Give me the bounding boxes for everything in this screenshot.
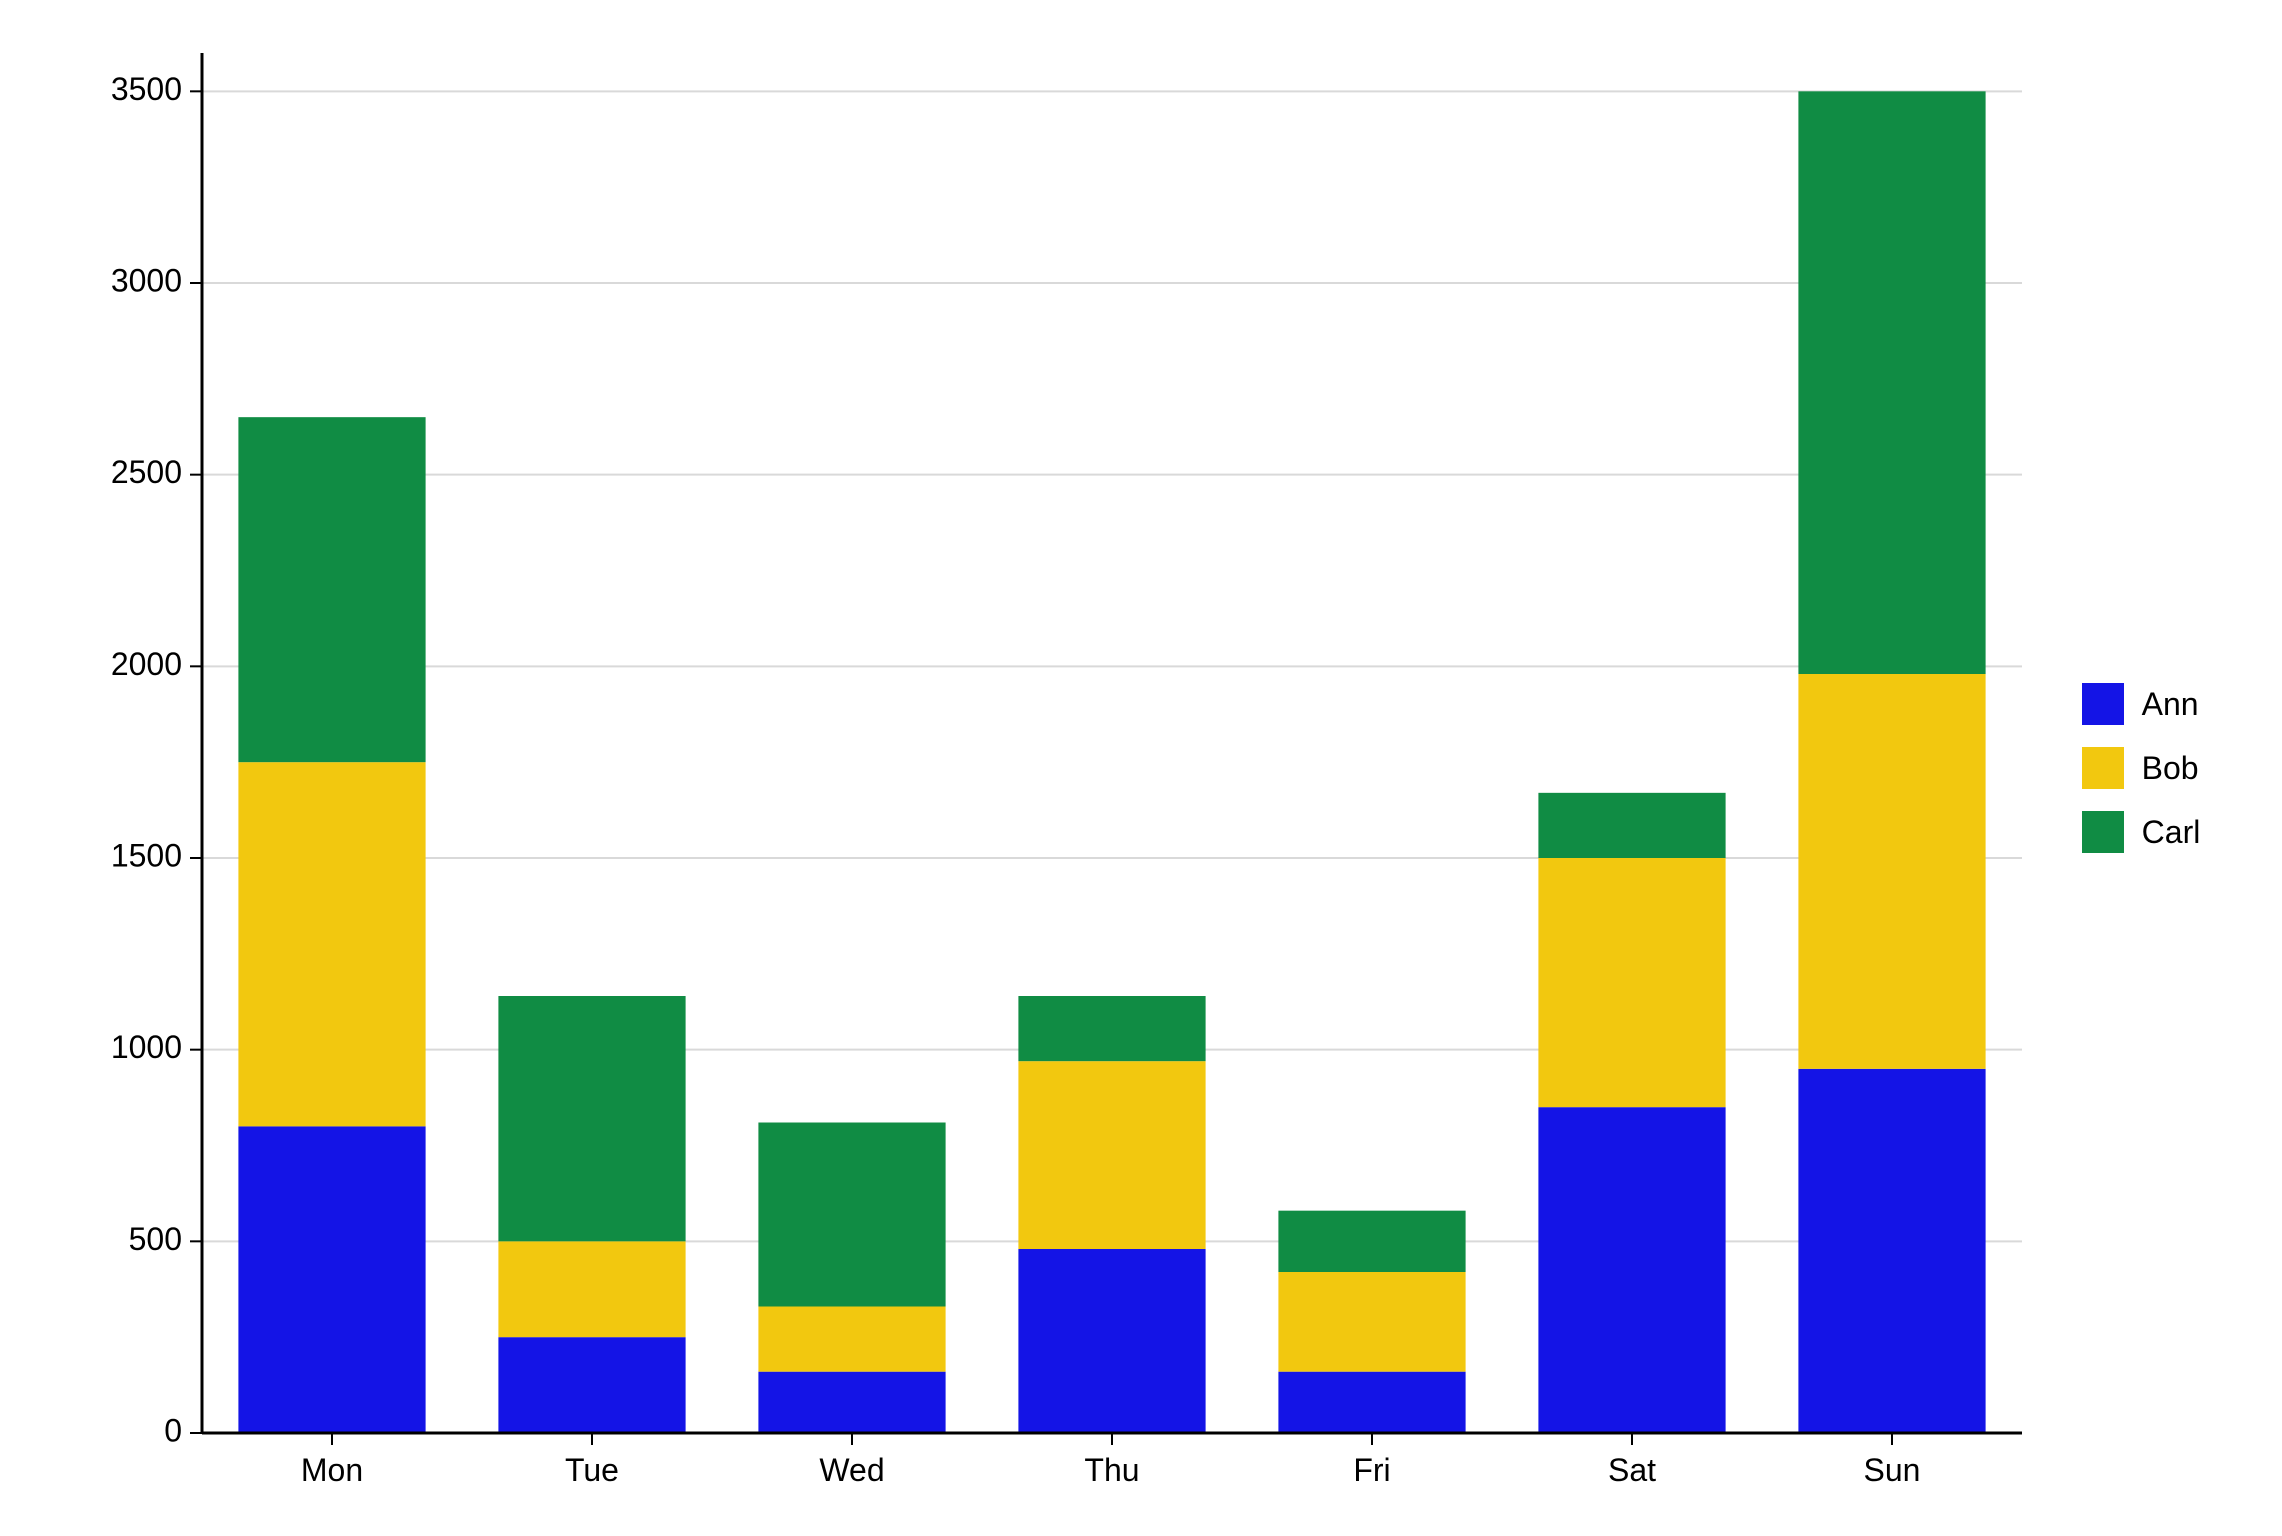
stacked-bar-chart: 0 500 1000 1500 2000 2500 3000 3500 Mon Tue Wed Thu… bbox=[82, 33, 2042, 1503]
y-tick-label: 1000 bbox=[110, 1029, 181, 1065]
y-tick-label: 1500 bbox=[110, 837, 181, 873]
x-tick-label: Fri bbox=[1353, 1452, 1390, 1488]
chart-legend: Ann Bob Carl bbox=[2082, 683, 2201, 853]
legend-swatch bbox=[2082, 747, 2124, 789]
bar-segment bbox=[1798, 1069, 1985, 1433]
bar-segment bbox=[1278, 1272, 1465, 1372]
y-tick-label: 3500 bbox=[110, 71, 181, 107]
legend-swatch bbox=[2082, 811, 2124, 853]
bar-segment bbox=[1538, 858, 1725, 1107]
bar-segment bbox=[1018, 1061, 1205, 1249]
bar-segment bbox=[758, 1307, 945, 1372]
bar-segment bbox=[1538, 793, 1725, 858]
x-tick-label: Thu bbox=[1084, 1452, 1139, 1488]
y-tick-label: 2500 bbox=[110, 454, 181, 490]
bar-segment bbox=[758, 1372, 945, 1433]
bar-segment bbox=[1278, 1211, 1465, 1272]
bar-segment bbox=[238, 1126, 425, 1433]
legend-label: Ann bbox=[2142, 686, 2199, 723]
legend-label: Carl bbox=[2142, 814, 2201, 851]
chart-wrap: 0 500 1000 1500 2000 2500 3000 3500 Mon Tue Wed Thu… bbox=[82, 33, 2201, 1503]
y-tick-label: 2000 bbox=[110, 646, 181, 682]
bar-segment bbox=[1798, 674, 1985, 1069]
y-tick-label: 500 bbox=[128, 1221, 181, 1257]
legend-item: Ann bbox=[2082, 683, 2201, 725]
legend-item: Bob bbox=[2082, 747, 2201, 789]
bar-segment bbox=[498, 996, 685, 1241]
legend-item: Carl bbox=[2082, 811, 2201, 853]
bar-segment bbox=[1018, 996, 1205, 1061]
bar-segment bbox=[1018, 1249, 1205, 1433]
y-tick-label: 0 bbox=[164, 1412, 182, 1448]
x-tick-label: Sat bbox=[1608, 1452, 1656, 1488]
x-tick-label: Sun bbox=[1863, 1452, 1920, 1488]
bar-segment bbox=[1538, 1107, 1725, 1433]
x-tick-label: Wed bbox=[819, 1452, 884, 1488]
x-tick-label: Mon bbox=[301, 1452, 363, 1488]
x-tick-label: Tue bbox=[565, 1452, 619, 1488]
chart-svg: 0 500 1000 1500 2000 2500 3000 3500 Mon Tue Wed Thu… bbox=[82, 33, 2042, 1503]
bar-segment bbox=[498, 1241, 685, 1337]
bar-segment bbox=[1798, 91, 1985, 674]
bar-segment bbox=[758, 1123, 945, 1307]
bar-segment bbox=[1278, 1372, 1465, 1433]
y-tick-label: 3000 bbox=[110, 262, 181, 298]
legend-swatch bbox=[2082, 683, 2124, 725]
legend-label: Bob bbox=[2142, 750, 2199, 787]
bar-segment bbox=[238, 762, 425, 1126]
bar-segment bbox=[498, 1337, 685, 1433]
bar-segment bbox=[238, 417, 425, 762]
